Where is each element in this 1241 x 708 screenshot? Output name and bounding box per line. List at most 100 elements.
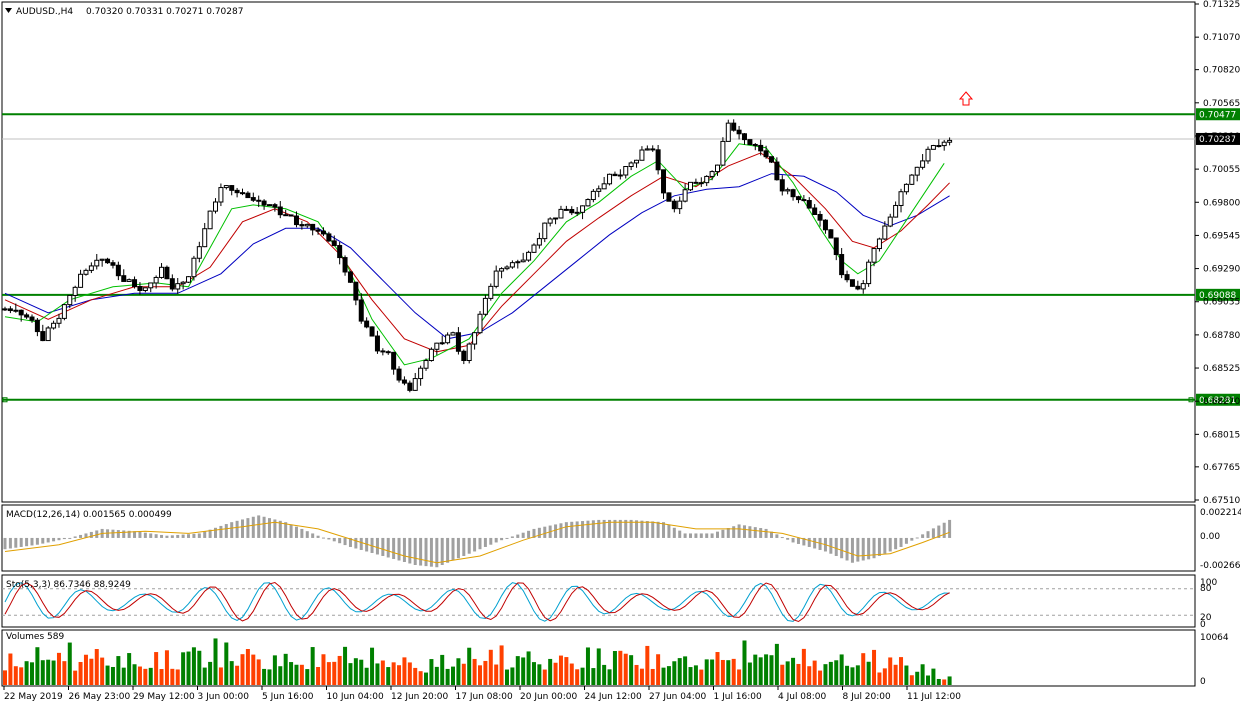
volume-bar: [823, 664, 828, 685]
macd-bar: [89, 531, 93, 538]
candle-body: [293, 215, 299, 226]
candle-body: [715, 164, 720, 173]
candle-body: [164, 266, 170, 280]
macd-bar: [921, 534, 925, 538]
volume-bar: [688, 667, 693, 685]
macd-bar: [483, 537, 487, 547]
volume-bar: [148, 667, 153, 685]
candle-body: [288, 214, 294, 217]
macd-bar: [348, 537, 352, 547]
macd-bar: [510, 536, 514, 538]
candle-body: [380, 350, 386, 353]
candle-body: [34, 319, 40, 333]
volume-bar: [445, 668, 450, 685]
candle-body: [936, 145, 942, 148]
macd-bar: [462, 537, 466, 556]
candle-body: [347, 271, 353, 283]
volume-bar: [289, 662, 294, 685]
volume-bar: [915, 671, 920, 685]
y-tick-label: 0.71070: [1203, 33, 1240, 43]
time-axis: 22 May 2019 26 May 23:00 29 May 12:00 3 Jun…: [3, 686, 961, 702]
volume-bar: [83, 654, 88, 685]
candle-body: [493, 270, 499, 287]
candle-body: [839, 254, 845, 276]
x-tick-label: 17 Jun 08:00: [456, 692, 513, 702]
y-tick-label: 0.69290: [1203, 265, 1240, 275]
volume-bar: [402, 657, 407, 685]
macd-bar: [181, 534, 185, 538]
candle-body: [655, 149, 661, 171]
candle-body: [661, 169, 667, 194]
macd-bar: [381, 537, 385, 556]
volume-bar: [62, 661, 67, 685]
volume-bar: [386, 667, 391, 685]
volume-bar: [645, 645, 650, 685]
candle-body: [240, 192, 245, 195]
macd-scale-top: 0.002214: [1200, 508, 1241, 518]
macd-bar: [883, 537, 887, 554]
macd-bar: [440, 537, 444, 565]
y-tick-label: 0.69545: [1203, 231, 1240, 241]
macd-bar: [251, 516, 255, 538]
macd-bar: [273, 519, 277, 538]
candle-body: [229, 185, 235, 191]
volume-bar: [828, 661, 833, 685]
volume-bar: [3, 670, 7, 685]
macd-bar: [8, 537, 12, 549]
macd-bar: [710, 533, 714, 538]
candle-body: [29, 316, 35, 321]
macd-bar: [165, 535, 169, 538]
candle-body: [785, 189, 791, 192]
macd-bar: [769, 531, 773, 538]
candle-body: [175, 283, 181, 290]
volume-bar: [872, 649, 877, 685]
candle-body: [844, 274, 850, 281]
candle-body: [871, 248, 877, 263]
macd-bar: [208, 529, 212, 538]
volume-bar: [602, 664, 607, 685]
macd-bar: [219, 525, 223, 538]
volume-bar: [235, 665, 240, 685]
volume-bar: [116, 656, 121, 685]
y-tick-label: 0.70820: [1203, 66, 1240, 76]
candle-body: [747, 139, 753, 145]
candle-body: [299, 224, 305, 227]
volume-bar: [699, 669, 704, 685]
candle-body: [358, 299, 364, 322]
candle-body: [126, 279, 132, 282]
macd-bar: [899, 537, 903, 547]
candle-body: [374, 335, 380, 352]
ma-mid-line: [4, 152, 950, 353]
candle-body: [698, 182, 704, 185]
x-tick-label: 1 Jul 16:00: [714, 692, 763, 702]
horizontal-levels[interactable]: 0.70477 0.69088 0.68281 0.70287: [2, 108, 1240, 406]
volume-bar: [434, 666, 439, 685]
candle-body: [736, 129, 742, 135]
macd-scale-zero: 0.00: [1200, 532, 1220, 542]
volume-bar: [451, 666, 456, 685]
current-price-tag: [1196, 132, 1240, 145]
candle-body: [56, 317, 62, 324]
triangle-down-icon[interactable]: [5, 8, 12, 13]
macd-bar: [840, 537, 844, 559]
candle-body: [250, 197, 256, 201]
volume-bar: [542, 669, 547, 685]
candle-body: [132, 279, 138, 288]
macd-bar: [861, 537, 865, 561]
candle-body: [180, 281, 186, 285]
candle-body: [234, 189, 240, 194]
macd-bar: [25, 537, 29, 547]
macd-bar: [791, 537, 795, 543]
volume-bar: [100, 657, 105, 685]
macd-bar: [35, 537, 39, 545]
volume-bar: [494, 664, 499, 685]
macd-bar: [575, 521, 579, 538]
x-tick-label: 10 Jun 04:00: [327, 692, 384, 702]
candle-body: [169, 278, 175, 290]
volume-bar: [942, 679, 947, 685]
level-price-tag: [1196, 393, 1240, 406]
volume-bar: [407, 662, 412, 685]
macd-bar: [143, 532, 147, 538]
volumes-panel: [3, 638, 952, 685]
candle-body: [725, 122, 731, 142]
